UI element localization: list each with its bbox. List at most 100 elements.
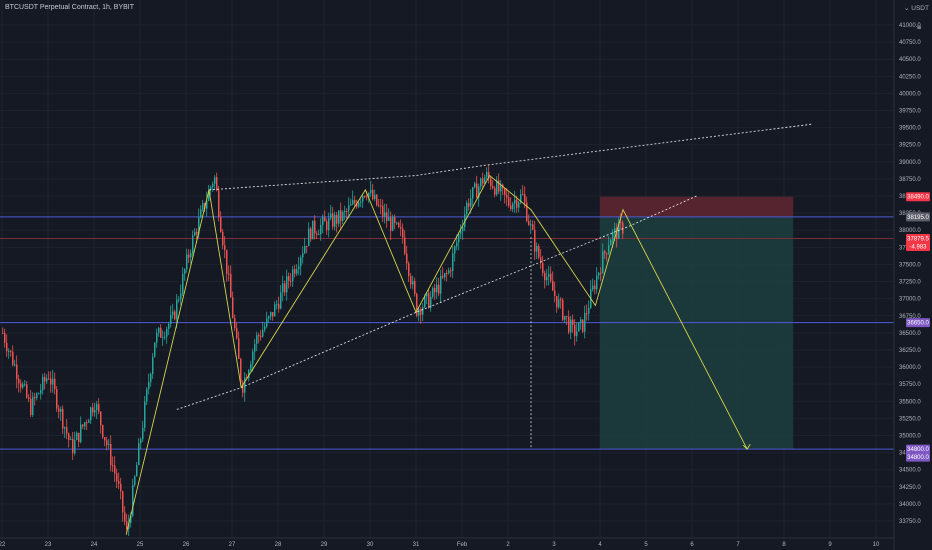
candle-body	[432, 287, 434, 297]
symbol-title[interactable]: BTCUSDT Perpetual Contract, 1h, BYBIT	[5, 4, 135, 11]
candle-body	[360, 201, 362, 203]
candle-body	[160, 327, 162, 338]
candle-body	[284, 283, 286, 293]
candle-body	[456, 242, 458, 247]
wedge-lower-trendline[interactable]	[176, 195, 697, 410]
candle-body	[544, 273, 546, 281]
candle-body	[494, 188, 496, 195]
candle-body	[126, 521, 128, 530]
time-axis[interactable]: 22 23 24 25 26 27 28 29 30 31 Feb 2 3 4 5 6 7 8 9 10	[0, 542, 880, 548]
candle-body	[400, 227, 402, 229]
candle-body	[396, 222, 398, 224]
candle-body	[246, 377, 248, 379]
candle-body	[232, 297, 234, 319]
candle-body	[366, 196, 368, 198]
candle-body	[214, 177, 216, 184]
candle-body	[172, 311, 174, 315]
price-tick-label: 39500.0	[899, 126, 921, 132]
candle-body	[374, 194, 376, 199]
candle-body	[556, 295, 558, 308]
candle-body	[90, 407, 92, 421]
candle-body	[256, 335, 258, 344]
candle-body	[220, 217, 222, 232]
candle-body	[40, 390, 42, 394]
candle-body	[226, 249, 228, 274]
price-tick-label: 40000.0	[899, 91, 921, 97]
price-tick-label: 38000.0	[899, 228, 921, 234]
candle-body	[404, 237, 406, 254]
currency-selector[interactable]: ⌄ USDT	[904, 4, 929, 12]
candle-body	[550, 273, 552, 281]
candle-body	[558, 299, 560, 308]
entry-price-tag: 38195.0	[906, 212, 930, 222]
pattern-drawings[interactable]	[125, 123, 812, 535]
candle-body	[408, 263, 410, 277]
candle-body	[426, 293, 428, 297]
time-tick-label: 6	[690, 542, 694, 548]
arrow-head-icon	[742, 443, 751, 450]
candle-body	[588, 308, 590, 314]
candle-body	[454, 246, 456, 254]
candle-body	[378, 205, 380, 207]
candle-body	[554, 290, 556, 296]
chevron-down-icon: ⌄	[904, 5, 910, 12]
wedge-upper-trendline[interactable]	[208, 123, 812, 191]
candle-body	[572, 319, 574, 325]
candle-body	[424, 296, 426, 308]
candle-body	[54, 378, 56, 390]
candle-body	[154, 342, 156, 357]
candle-body	[304, 245, 306, 254]
candle-body	[322, 217, 324, 225]
candle-body	[122, 491, 124, 513]
candle-body	[26, 384, 28, 398]
candle-body	[318, 234, 320, 236]
candle-body	[388, 217, 390, 221]
candle-body	[70, 438, 72, 440]
candle-body	[420, 309, 422, 315]
candle-body	[180, 293, 182, 300]
candle-body	[418, 309, 420, 316]
candle-body	[198, 217, 200, 235]
candle-body	[552, 280, 554, 291]
candle-body	[274, 304, 276, 317]
horizontal-lines[interactable]	[0, 216, 894, 450]
price-tag-label: 36650.0	[907, 321, 929, 327]
candle-body	[368, 192, 370, 198]
price-tag-label: 34800.0	[907, 447, 929, 453]
candle-body	[18, 379, 20, 384]
lock-icon[interactable]: 🔒︎	[917, 22, 922, 31]
price-tick-label: 37250.0	[899, 280, 921, 286]
candle-body	[310, 228, 312, 240]
candle-body	[458, 233, 460, 243]
price-tick-label: 38750.0	[899, 177, 921, 183]
candle-body	[120, 483, 122, 492]
candle-body	[384, 212, 386, 217]
time-tick-label: 23	[45, 542, 52, 548]
candle-body	[362, 196, 364, 202]
candle-body	[442, 275, 444, 278]
candle-body	[130, 515, 132, 523]
candle-body	[42, 376, 44, 391]
candle-body	[106, 440, 108, 446]
candle-body	[266, 318, 268, 327]
candle-body	[412, 280, 414, 285]
candle-body	[138, 443, 140, 465]
candle-body	[20, 383, 22, 388]
candle-body	[50, 378, 52, 385]
zigzag-pattern[interactable]	[125, 174, 748, 535]
candle-body	[60, 408, 62, 412]
candle-body	[474, 183, 476, 188]
price-tick-label: 40250.0	[899, 74, 921, 80]
stop-loss-price-tag: 38490.0	[906, 192, 930, 202]
price-tick-label: 36250.0	[899, 348, 921, 354]
price-tag-box	[906, 444, 930, 462]
candle-body	[354, 200, 356, 204]
candle-body	[346, 211, 348, 213]
candle-body	[470, 198, 472, 207]
target-price-tag: 34800.0 34800.0	[906, 444, 930, 462]
candle-body	[64, 427, 66, 429]
price-tick-label: 40750.0	[899, 40, 921, 46]
candle-body	[370, 189, 372, 193]
candle-body	[282, 283, 284, 293]
